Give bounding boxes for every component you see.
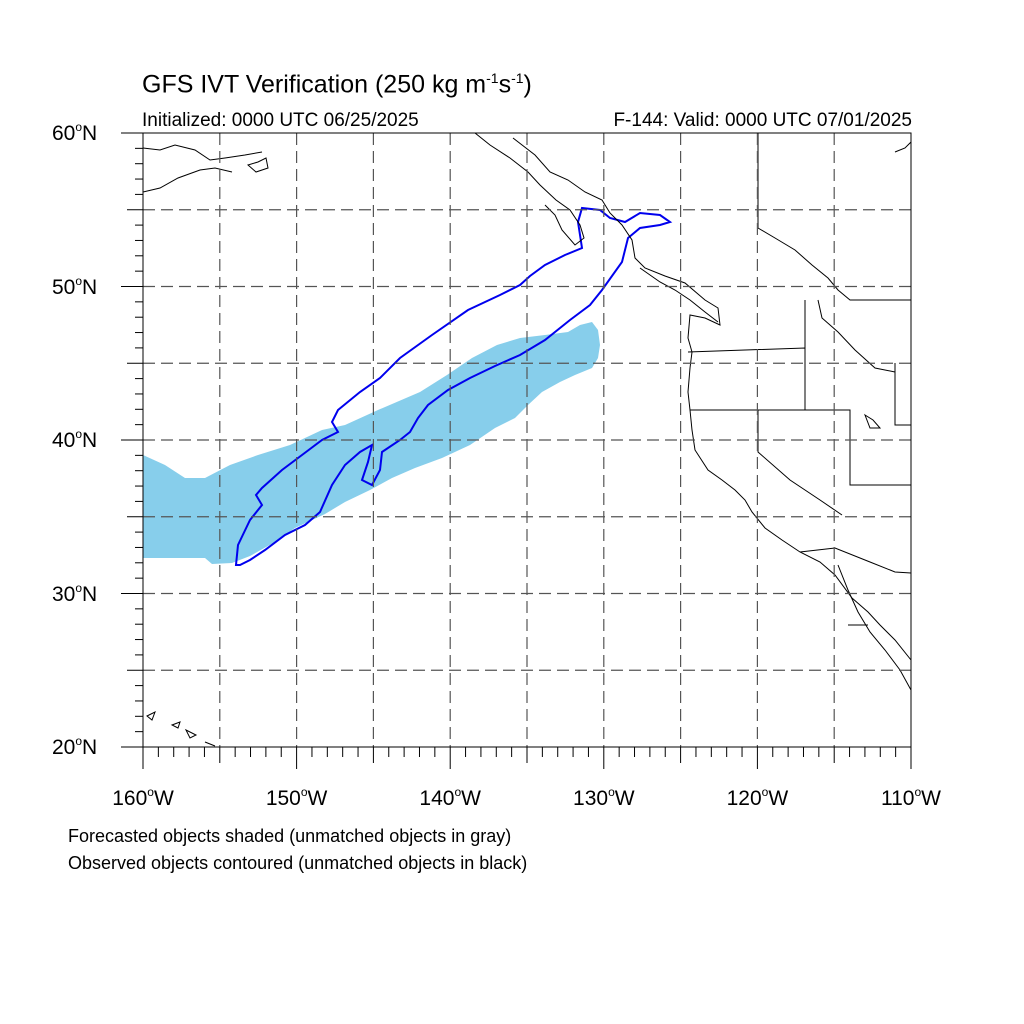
legend-note-observed: Observed objects contoured (unmatched ob… — [68, 853, 528, 873]
lon-tick-label: 150oW — [265, 785, 328, 810]
lat-tick-label: 20oN — [52, 734, 98, 759]
lat-tick-label: 30oN — [52, 580, 98, 606]
lat-tick-label: 60oN — [52, 120, 98, 145]
gridlines — [143, 133, 911, 747]
lat-tick-label: 50oN — [52, 273, 98, 299]
lon-tick-label: 130oW — [573, 785, 635, 810]
valid-time-label: F-144: Valid: 0000 UTC 07/01/2025 — [613, 110, 912, 131]
lon-tick-label: 110oW — [881, 785, 941, 810]
lon-tick-label: 140oW — [419, 785, 481, 810]
axis-ticks — [121, 132, 912, 769]
coastlines — [143, 133, 911, 747]
lat-tick-label: 40oN — [52, 427, 98, 452]
plot-title: GFS IVT Verification (250 kg m-1s-1) — [142, 70, 532, 99]
plot-frame — [142, 132, 912, 748]
lon-tick-label: 120oW — [726, 785, 789, 810]
legend-note-forecast: Forecasted objects shaded (unmatched obj… — [68, 826, 512, 846]
forecast-object — [143, 322, 600, 564]
lon-tick-label: 160oW — [112, 785, 174, 810]
observed-object-contour — [234, 206, 673, 566]
initialized-label: Initialized: 0000 UTC 06/25/2025 — [142, 110, 419, 131]
